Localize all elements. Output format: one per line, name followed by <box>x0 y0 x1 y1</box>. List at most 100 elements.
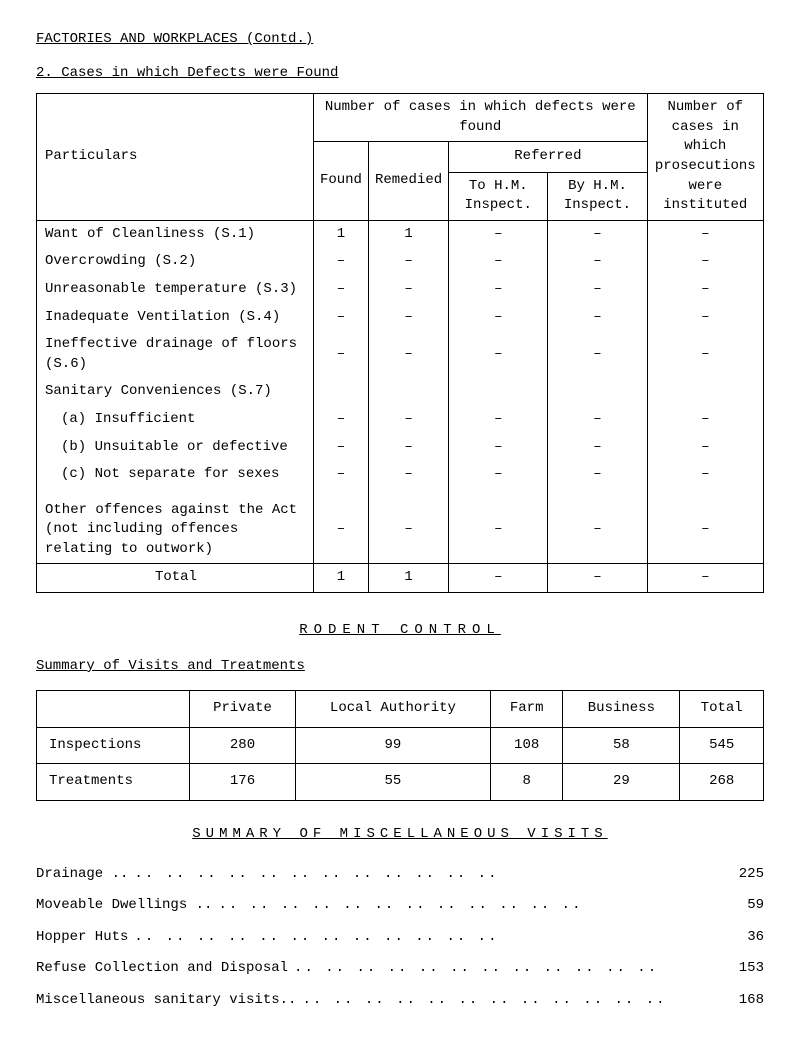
misc-visit-value: 36 <box>724 928 764 948</box>
dot-fill: .. .. .. .. .. .. .. .. .. .. .. .. <box>218 896 718 916</box>
cell: – <box>313 406 368 434</box>
cell: – <box>368 497 448 564</box>
t2-cell: 8 <box>490 764 562 801</box>
cell: – <box>548 331 647 378</box>
row-label: Overcrowding (S.2) <box>37 248 314 276</box>
t2-total: Total <box>680 691 764 728</box>
cell: – <box>449 331 548 378</box>
cell: – <box>449 220 548 248</box>
cell <box>548 489 647 497</box>
summary-visits-heading: Summary of Visits and Treatments <box>36 658 305 674</box>
cell: – <box>449 248 548 276</box>
cell: – <box>449 276 548 304</box>
row-label: Unreasonable temperature (S.3) <box>37 276 314 304</box>
misc-visit-label: Miscellaneous sanitary visits.. <box>36 991 296 1011</box>
cell: – <box>368 434 448 462</box>
t2-cell: 99 <box>295 727 490 764</box>
t2-blank <box>37 691 190 728</box>
cell: – <box>313 434 368 462</box>
t2-cell: 58 <box>563 727 680 764</box>
row-label: Sanitary Conveniences (S.7) <box>37 378 314 406</box>
total-to: – <box>449 564 548 593</box>
cell <box>647 489 763 497</box>
total-pros: – <box>647 564 763 593</box>
cell: – <box>548 434 647 462</box>
cell: – <box>368 248 448 276</box>
t2-row-label: Treatments <box>37 764 190 801</box>
misc-visit-value: 59 <box>724 896 764 916</box>
cell: – <box>368 406 448 434</box>
cell <box>368 489 448 497</box>
cell: – <box>449 434 548 462</box>
cell: 1 <box>368 220 448 248</box>
row-label: Ineffective drainage of floors (S.6) <box>37 331 314 378</box>
col-remedied: Remedied <box>368 142 448 220</box>
dot-fill: .. .. .. .. .. .. .. .. .. .. .. .. <box>134 865 718 885</box>
cell <box>647 378 763 406</box>
cell: – <box>548 220 647 248</box>
col-group-defects: Number of cases in which defects were fo… <box>313 94 647 142</box>
cell: – <box>368 331 448 378</box>
cell: – <box>647 276 763 304</box>
row-label <box>37 489 314 497</box>
cell <box>548 378 647 406</box>
cell: – <box>647 304 763 332</box>
t2-cell: 29 <box>563 764 680 801</box>
col-by-hm: By H.M. Inspect. <box>548 172 647 220</box>
dot-fill: .. .. .. .. .. .. .. .. .. .. .. .. <box>302 991 718 1011</box>
cell: – <box>548 406 647 434</box>
cell: – <box>647 331 763 378</box>
rodent-heading: RODENT CONTROL <box>36 621 764 641</box>
cell: – <box>449 461 548 489</box>
cell: – <box>647 406 763 434</box>
misc-visit-label: Refuse Collection and Disposal <box>36 959 288 979</box>
t2-cell: 268 <box>680 764 764 801</box>
misc-visit-row: Refuse Collection and Disposal .. .. .. .… <box>36 959 764 979</box>
row-label: Want of Cleanliness (S.1) <box>37 220 314 248</box>
cell <box>449 378 548 406</box>
misc-visit-label: Moveable Dwellings .. <box>36 896 212 916</box>
cell: – <box>313 304 368 332</box>
col-to-hm: To H.M. Inspect. <box>449 172 548 220</box>
col-found: Found <box>313 142 368 220</box>
cell: – <box>647 461 763 489</box>
row-label: Other offences against the Act (not incl… <box>37 497 314 564</box>
misc-visit-row: Miscellaneous sanitary visits.. .. .. .. … <box>36 991 764 1011</box>
defects-table: Particulars Number of cases in which def… <box>36 93 764 593</box>
cell <box>449 489 548 497</box>
row-label: (b) Unsuitable or defective <box>37 434 314 462</box>
t2-cell: 108 <box>490 727 562 764</box>
sub-heading: 2. Cases in which Defects were Found <box>36 65 338 81</box>
dot-fill: .. .. .. .. .. .. .. .. .. .. .. .. <box>294 959 718 979</box>
page-heading: FACTORIES AND WORKPLACES (Contd.) <box>36 31 313 47</box>
t2-business: Business <box>563 691 680 728</box>
total-remedied: 1 <box>368 564 448 593</box>
row-label: (a) Insufficient <box>37 406 314 434</box>
row-label: Inadequate Ventilation (S.4) <box>37 304 314 332</box>
dot-fill: .. .. .. .. .. .. .. .. .. .. .. .. <box>134 928 718 948</box>
cell: – <box>313 331 368 378</box>
cell: – <box>313 497 368 564</box>
misc-visit-row: Hopper Huts.. .. .. .. .. .. .. .. .. ..… <box>36 928 764 948</box>
visits-table: Private Local Authority Farm Business To… <box>36 690 764 801</box>
cell: – <box>647 220 763 248</box>
cell: – <box>449 406 548 434</box>
cell: – <box>313 461 368 489</box>
cell: – <box>647 248 763 276</box>
cell: – <box>548 497 647 564</box>
col-prosecutions: Number of cases in which prosecutions we… <box>647 94 763 221</box>
cell: – <box>313 276 368 304</box>
t2-farm: Farm <box>490 691 562 728</box>
cell: – <box>548 304 647 332</box>
cell: – <box>449 497 548 564</box>
misc-visits-list: Drainage .. .. .. .. .. .. .. .. .. .. ..… <box>36 865 764 1011</box>
cell: – <box>368 276 448 304</box>
t2-cell: 545 <box>680 727 764 764</box>
cell <box>368 378 448 406</box>
cell: – <box>647 497 763 564</box>
total-found: 1 <box>313 564 368 593</box>
cell: – <box>368 461 448 489</box>
misc-visit-label: Drainage .. <box>36 865 128 885</box>
cell: – <box>647 434 763 462</box>
misc-visit-value: 168 <box>724 991 764 1011</box>
